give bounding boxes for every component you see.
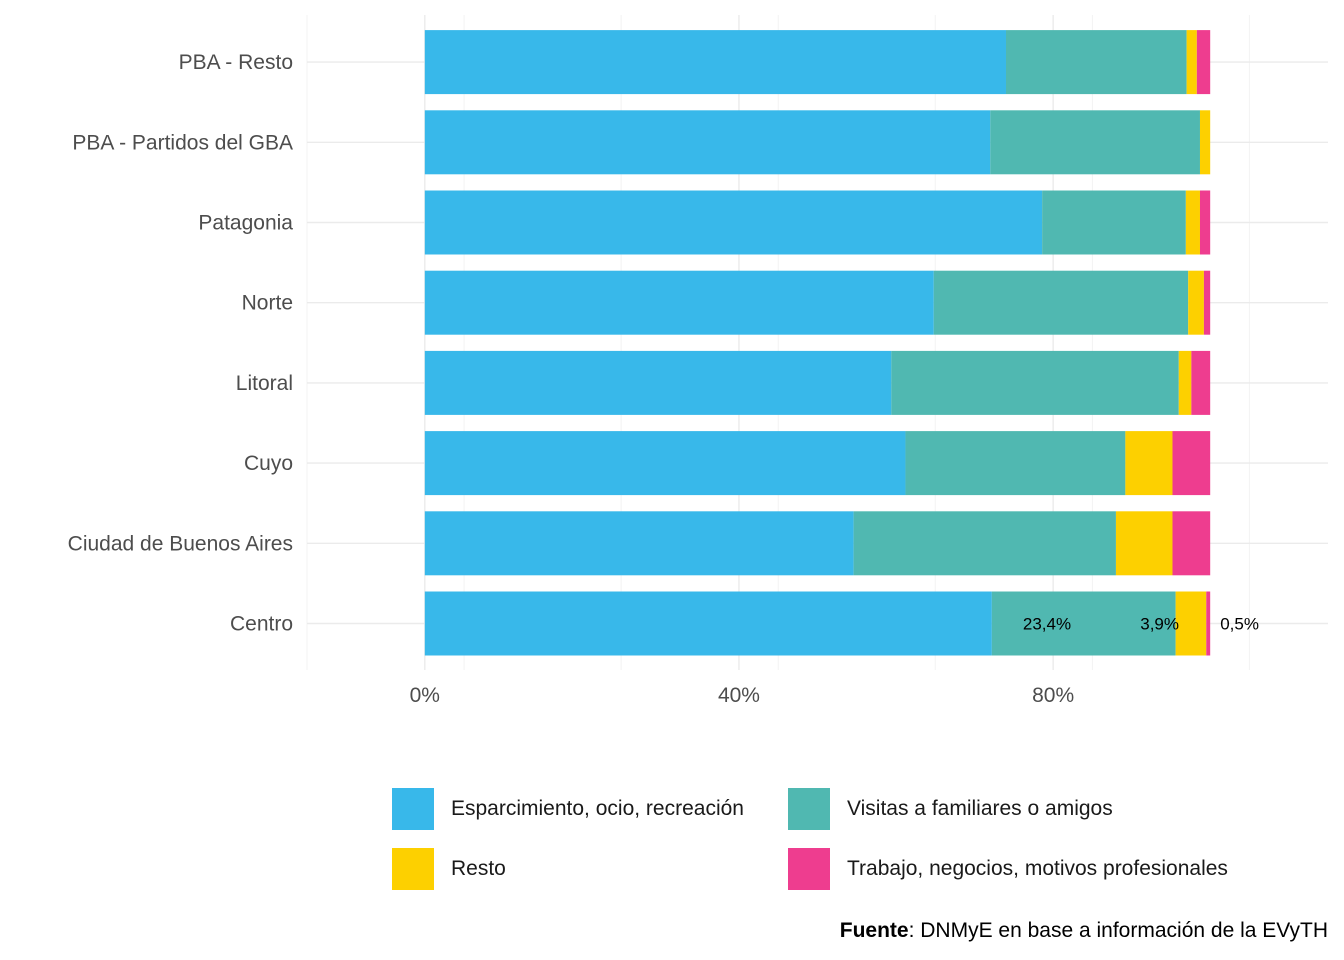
legend-item-visitas: Visitas a familiares o amigos <box>788 788 1113 830</box>
legend-swatch <box>788 788 830 830</box>
bar-segment <box>1199 110 1211 175</box>
legend-item-resto: Resto <box>392 848 506 890</box>
bar-segment <box>1115 511 1173 576</box>
category-label: Litoral <box>236 372 293 395</box>
data-label: 23,4% <box>1023 615 1071 634</box>
bar-segment <box>1199 190 1211 255</box>
category-label: PBA - Partidos del GBA <box>72 131 293 154</box>
caption-bold: Fuente <box>839 919 909 942</box>
bar-segment <box>424 350 892 415</box>
bar-segment <box>424 190 1043 255</box>
x-tick-label: 0% <box>410 684 440 707</box>
bar-segment <box>424 30 1006 95</box>
bar-segment <box>891 350 1179 415</box>
bar-segment <box>853 511 1116 576</box>
legend-label: Esparcimiento, ocio, recreación <box>451 797 744 820</box>
bar-segment <box>991 591 1176 656</box>
bar-segment <box>1203 270 1211 335</box>
legend-swatch <box>392 788 434 830</box>
category-label: PBA - Resto <box>179 51 293 74</box>
bar-segment <box>1172 511 1211 576</box>
bar-segment <box>1125 431 1173 496</box>
legend: Esparcimiento, ocio, recreación Visitas … <box>392 788 1312 898</box>
category-label: Ciudad de Buenos Aires <box>68 532 293 555</box>
category-label: Norte <box>242 292 293 315</box>
category-label: Patagonia <box>198 212 293 235</box>
bar-segment <box>1191 350 1211 415</box>
bar-segment <box>1178 350 1192 415</box>
legend-swatch <box>392 848 434 890</box>
category-label: Cuyo <box>244 452 293 475</box>
bar-segment <box>1185 190 1200 255</box>
bar-segment <box>424 431 906 496</box>
source-caption: Fuente: DNMyE en base a información de l… <box>840 919 1328 943</box>
stacked-bar-chart: PBA - Resto PBA - Partidos del GBA Patagon… <box>68 15 1328 707</box>
bar-segment <box>424 591 992 656</box>
bar-segment <box>1196 30 1211 95</box>
legend-swatch <box>788 848 830 890</box>
bar-segment <box>1186 30 1197 95</box>
legend-item-esparcimiento: Esparcimiento, ocio, recreación <box>392 788 744 830</box>
bar-segment <box>424 270 934 335</box>
bar-segment <box>424 110 991 175</box>
legend-label: Visitas a familiares o amigos <box>847 797 1113 820</box>
bar-segment <box>1188 270 1204 335</box>
bar-segment <box>424 511 854 576</box>
legend-item-trabajo: Trabajo, negocios, motivos profesionales <box>788 848 1228 890</box>
caption-text: : DNMyE en base a información de la EVyT… <box>908 919 1328 942</box>
legend-label: Resto <box>451 857 506 880</box>
bar-segment <box>933 270 1189 335</box>
bar-segment <box>905 431 1126 496</box>
bar-segment <box>1005 30 1187 95</box>
x-tick-label: 40% <box>718 684 760 707</box>
x-tick-labels: 0% 40% 80% <box>410 684 1075 707</box>
bars <box>424 30 1211 656</box>
bar-segment <box>990 110 1200 175</box>
bar-segment <box>1172 431 1211 496</box>
bar-segment <box>1042 190 1186 255</box>
legend-label: Trabajo, negocios, motivos profesionales <box>847 857 1228 880</box>
x-tick-label: 80% <box>1032 684 1074 707</box>
data-labels: 23,4% 3,9% 0,5% <box>1023 615 1259 634</box>
bar-segment <box>1206 591 1211 656</box>
data-label: 3,9% <box>1140 615 1179 634</box>
category-labels: PBA - Resto PBA - Partidos del GBA Patagon… <box>68 51 294 635</box>
data-label: 0,5% <box>1220 615 1259 634</box>
bar-segment <box>1175 591 1207 656</box>
category-label: Centro <box>230 613 293 636</box>
